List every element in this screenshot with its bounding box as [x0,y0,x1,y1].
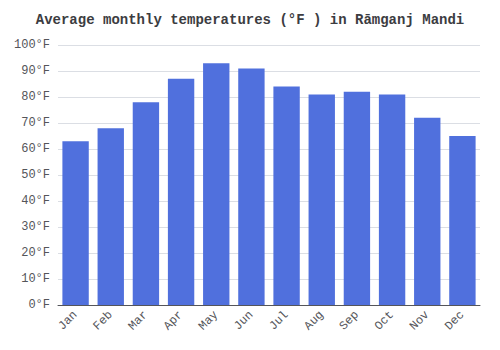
svg-text:80°F: 80°F [21,90,50,104]
svg-text:Feb: Feb [91,308,116,333]
svg-text:60°F: 60°F [21,142,50,156]
svg-text:Oct: Oct [372,308,397,333]
svg-text:Nov: Nov [407,308,432,333]
svg-text:10°F: 10°F [21,272,50,286]
svg-text:50°F: 50°F [21,168,50,182]
svg-text:0°F: 0°F [28,298,50,312]
svg-text:30°F: 30°F [21,220,50,234]
svg-text:Apr: Apr [161,308,186,333]
svg-text:Average monthly temperatures (: Average monthly temperatures (°F ) in Rā… [36,12,464,28]
svg-text:70°F: 70°F [21,116,50,130]
svg-text:20°F: 20°F [21,246,50,260]
svg-text:Sep: Sep [337,308,362,333]
svg-text:Jan: Jan [55,308,80,333]
svg-text:90°F: 90°F [21,64,50,78]
svg-text:Jun: Jun [231,308,256,333]
svg-text:Dec: Dec [442,308,467,333]
svg-text:May: May [196,308,221,333]
svg-text:100°F: 100°F [14,38,50,52]
svg-text:Mar: Mar [126,308,151,333]
svg-text:40°F: 40°F [21,194,50,208]
svg-text:Jul: Jul [266,308,291,333]
svg-text:Aug: Aug [302,308,327,333]
